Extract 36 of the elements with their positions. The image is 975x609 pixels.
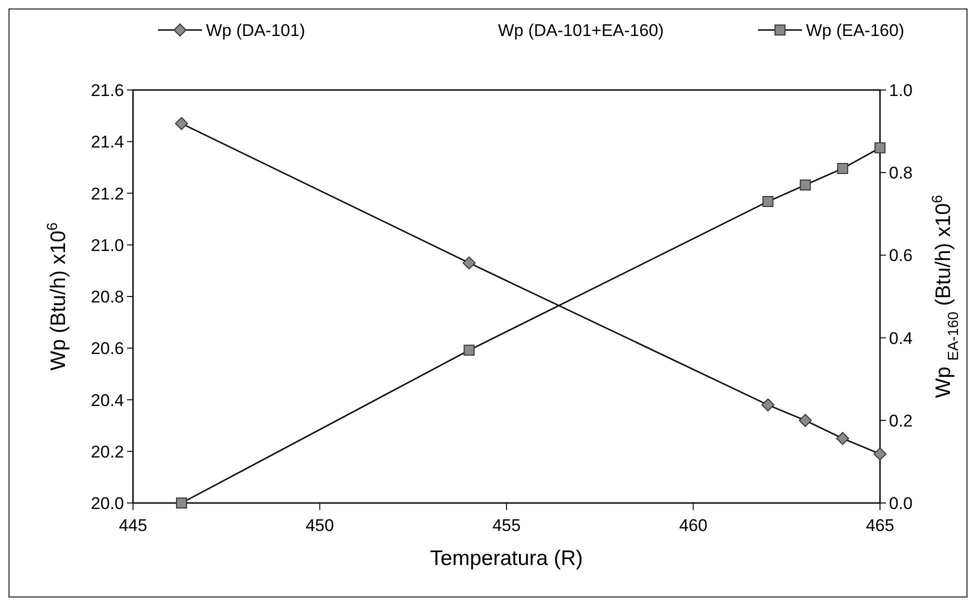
y-tick-label: 21.0 [90, 236, 124, 255]
y2-tick-label: 1.0 [889, 81, 913, 100]
point [798, 414, 812, 427]
y-tick-label: 21.6 [90, 81, 124, 100]
y2-tick-label: 0.4 [889, 328, 913, 348]
point [837, 162, 848, 174]
x-axis-title: Temperatura (R) [430, 547, 583, 570]
point [761, 398, 774, 412]
x-tick-label: 445 [118, 516, 148, 535]
point [175, 117, 188, 130]
y2-tick-label: 0.6 [889, 246, 913, 266]
y2-tick-label: 0.0 [889, 494, 913, 513]
point [874, 447, 886, 460]
y-tick-label: 20.0 [90, 494, 124, 513]
x-tick-label: 455 [492, 516, 521, 535]
point [874, 142, 886, 154]
point [176, 498, 188, 508]
y-tick-label: 20.8 [90, 288, 124, 306]
y-tick-label: 21.2 [90, 184, 124, 204]
point [464, 344, 475, 356]
point [800, 179, 811, 190]
y-tick-label: 20.6 [90, 339, 124, 358]
point [462, 256, 476, 270]
x-tick-label: 450 [306, 516, 334, 535]
x-tick-label: 460 [679, 516, 708, 535]
y-tick-label: 20.4 [90, 390, 124, 410]
point [836, 432, 850, 445]
y-tick-label: 21.4 [90, 132, 124, 152]
y2-tick-label: 0.2 [889, 411, 913, 430]
text: Wp (DA-101+EA-160) [498, 21, 664, 40]
point [762, 196, 774, 208]
y-tick-label: 20.2 [90, 442, 124, 462]
legend-label: Wp (EA-160) [806, 21, 904, 40]
y2-tick-label: 0.8 [889, 164, 913, 183]
legend-label: Wp (DA-101) [206, 21, 306, 40]
x-tick-label: 465 [866, 516, 894, 535]
